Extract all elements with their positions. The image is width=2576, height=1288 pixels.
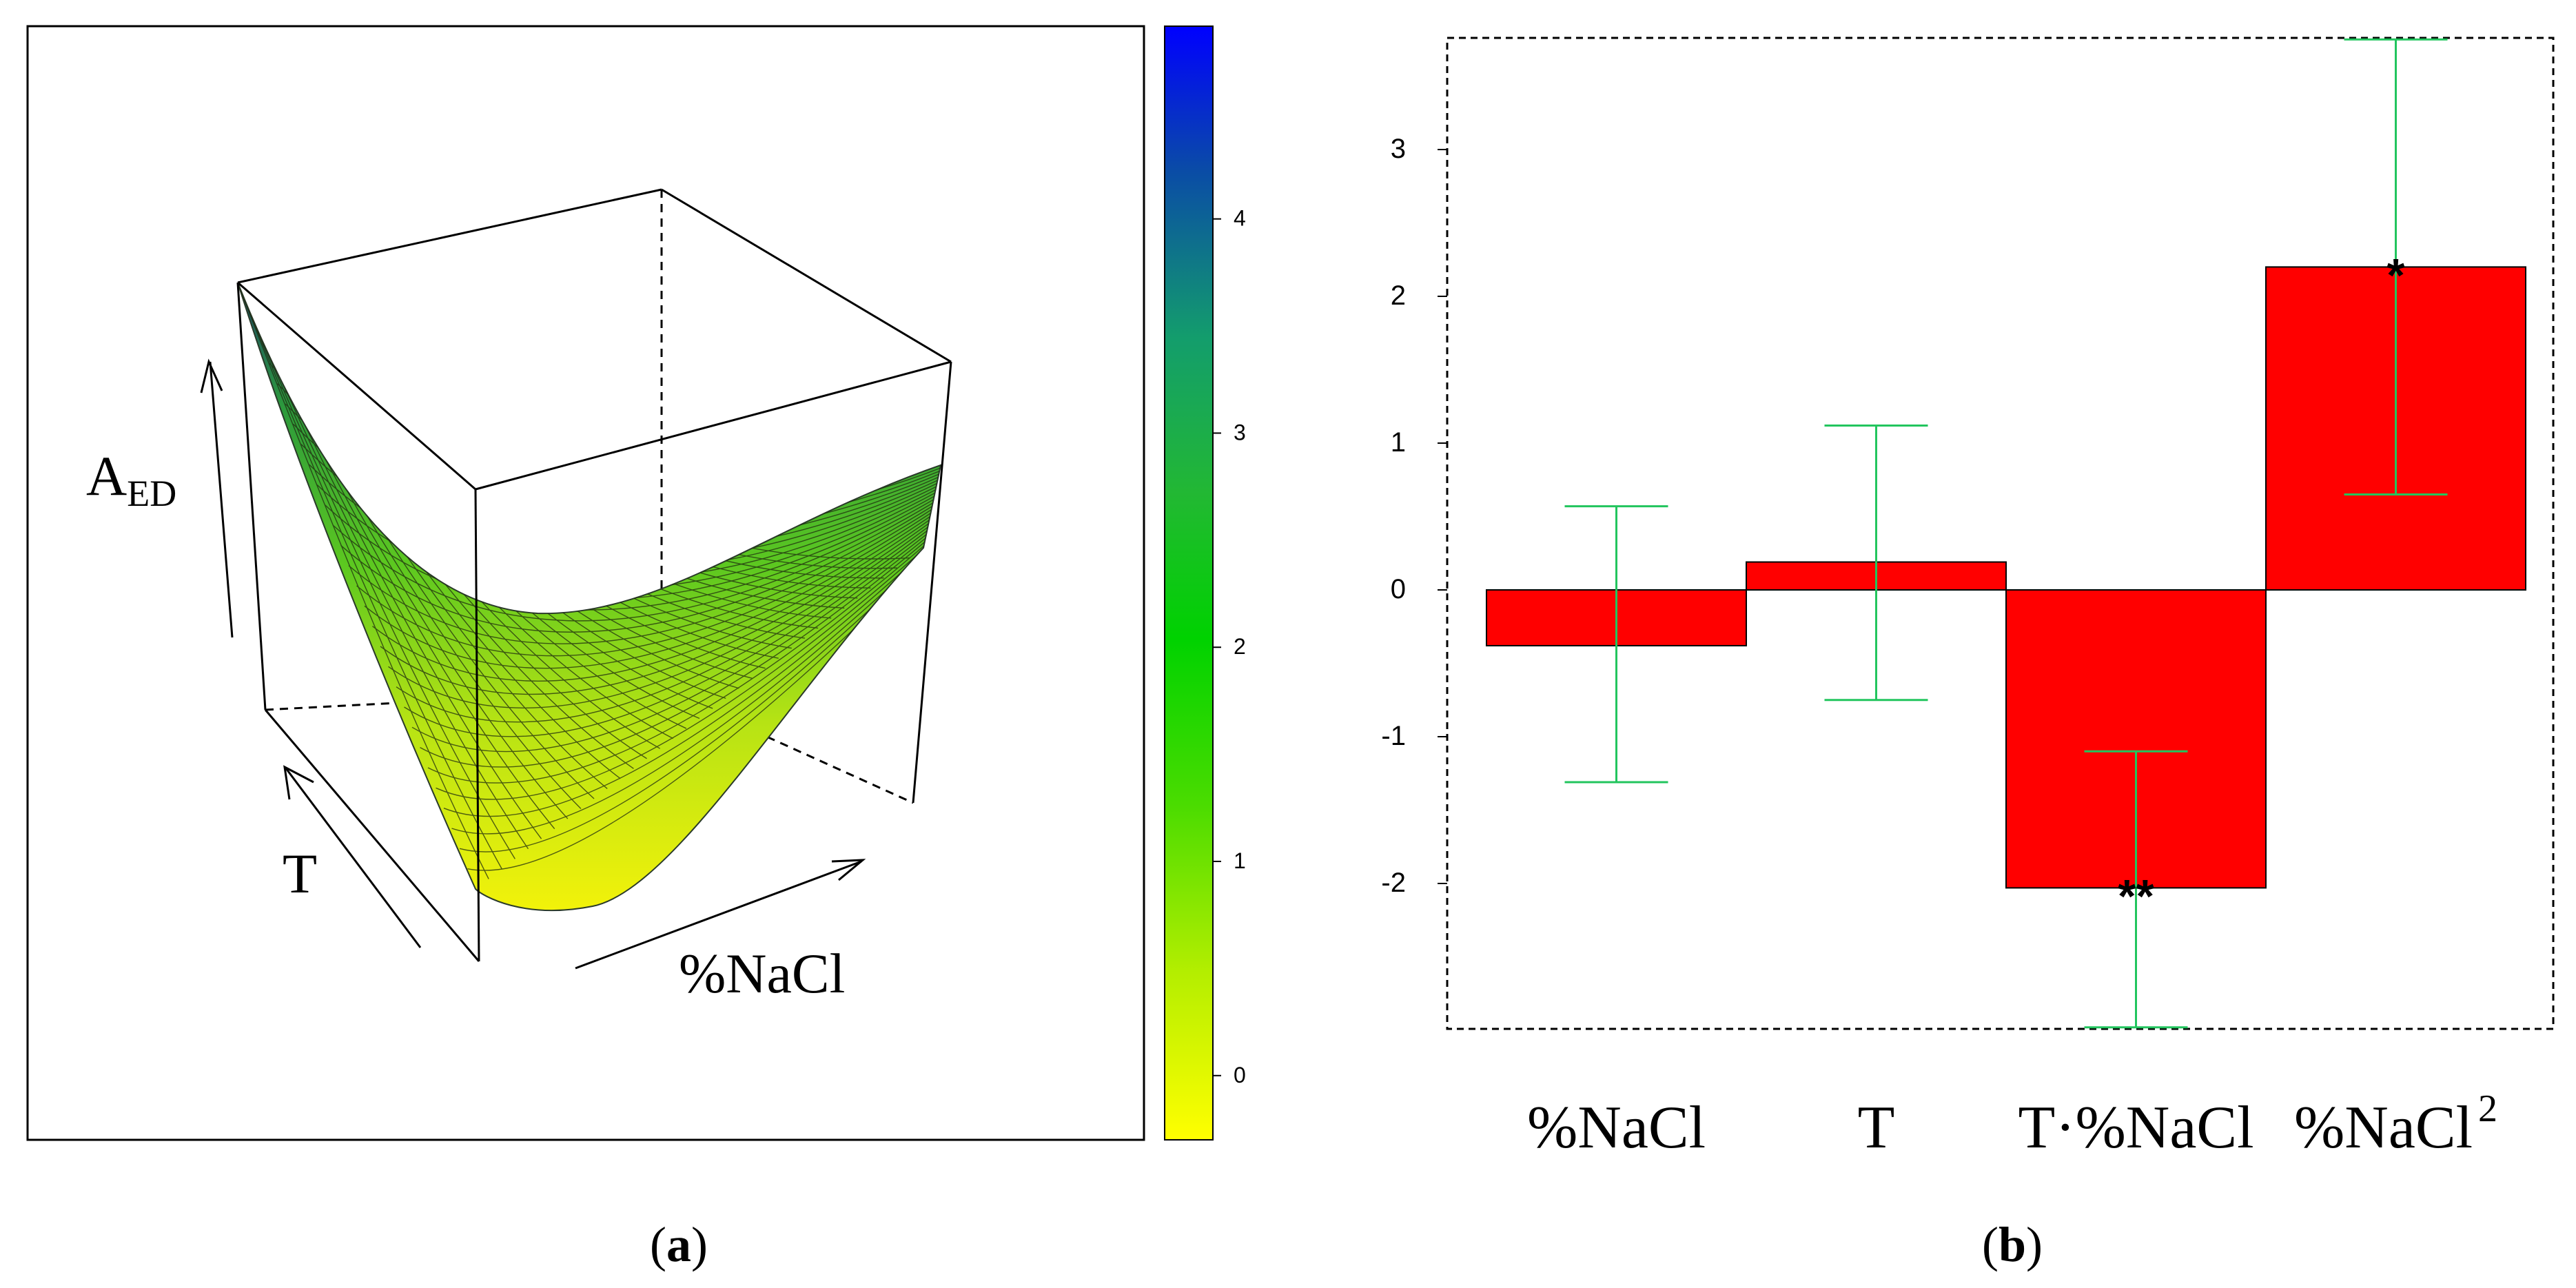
mesh-line [436,533,941,800]
mesh-line [372,511,941,682]
y-tick-label: 3 [1391,134,1406,164]
significance-mark: ** [2118,870,2154,922]
colorbar-tick-label: 3 [1234,420,1246,444]
mesh-line [340,500,941,633]
bars [1486,266,2526,889]
panel-a: AED T %NaCl 0 1 2 3 4 [26,25,1246,1141]
colorbar-strip [1164,25,1214,1141]
mesh-line [388,517,941,708]
colorbar: 0 1 2 3 4 [1164,25,1246,1141]
mesh-line [380,514,941,695]
mesh-line [238,283,529,850]
y-axis: -2 -1 0 1 2 3 [1381,134,1447,898]
mesh-line [404,522,941,737]
mesh-line [451,539,941,835]
x-axis-label: %NaCl [679,942,845,1005]
mesh-line [348,503,941,644]
category-label: %NaCl [1527,1094,1706,1161]
mesh-line [467,544,941,871]
mesh-line [459,542,941,852]
mesh-line [356,506,941,657]
y-tick-label: 2 [1391,280,1406,311]
category-label: T·%NaCl [2018,1094,2253,1161]
category-label: %NaCl 2 [2294,1087,2497,1161]
y-tick-label: -2 [1381,868,1406,898]
category-label: T [1858,1094,1895,1161]
significance-marks: *** [2118,249,2405,922]
category-labels: %NaCl T T·%NaCl %NaCl 2 [1527,1087,2497,1161]
mesh-line [332,498,941,622]
y-axis-label: T [283,842,317,905]
panel-a-frame [26,25,1145,1141]
mesh-line [325,495,941,611]
colorbar-tick-label: 2 [1234,634,1246,659]
y-tick-label: 1 [1391,427,1406,458]
mesh-line [420,528,941,768]
colorbar-ticks: 0 1 2 3 4 [1213,206,1246,1087]
surface-fill [237,282,942,912]
caption-a: (a) [650,1217,708,1272]
error-bars [1564,38,2448,1029]
mesh-line [238,283,489,879]
colorbar-tick-label: 0 [1234,1063,1246,1087]
mesh-line [411,525,941,753]
caption-b: (b) [1982,1217,2043,1272]
y-tick-label: 0 [1391,574,1406,604]
colorbar-tick-label: 1 [1234,848,1246,873]
colorbar-tick-label: 4 [1234,206,1246,231]
z-axis-label: AED [86,444,176,514]
mesh-line [238,283,502,870]
significance-mark: * [2386,249,2405,301]
plot-frame [1446,37,2555,1030]
mesh-line [396,520,941,723]
axis-arrows [200,358,866,970]
mesh-line [443,536,941,817]
y-tick-label: -1 [1381,721,1406,751]
mesh-line [364,509,941,669]
box-visible-edges [236,188,952,962]
